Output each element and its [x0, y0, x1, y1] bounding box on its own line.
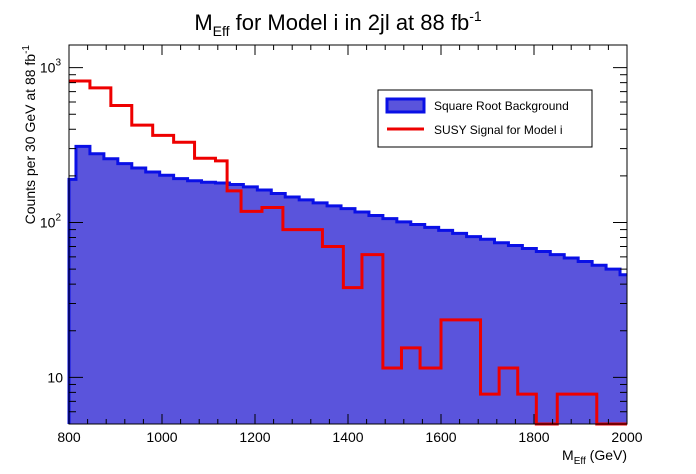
legend-label-background: Square Root Background [434, 99, 569, 113]
xlabel-sub: Eff [574, 456, 586, 467]
ylabel-text: Counts per 30 GeV at 88 fb [22, 54, 38, 225]
plot-area [67, 79, 627, 426]
svg-text:MEff (GeV): MEff (GeV) [562, 447, 627, 467]
chart-title: MEff for Model i in 2jl at 88 fb-1 [194, 8, 482, 39]
ylabel-sup: -1 [21, 45, 32, 54]
y-tick-label: 103 [40, 58, 62, 76]
title-sub: Eff [213, 23, 230, 39]
title-main: M [194, 10, 212, 35]
title-mid: for Model i in 2jl at 88 fb [230, 10, 470, 35]
y-axis-title: Counts per 30 GeV at 88 fb-1 [21, 45, 38, 225]
legend-label-signal: SUSY Signal for Model i [434, 123, 563, 137]
x-axis-title: MEff (GeV) [562, 447, 627, 467]
title-sup: -1 [469, 8, 482, 24]
x-tick-label: 1200 [239, 429, 270, 445]
y-tick-label-exponent: 3 [55, 58, 61, 69]
x-tick-label: 2000 [611, 429, 642, 445]
x-tick-label: 1600 [425, 429, 456, 445]
x-tick-label: 1800 [518, 429, 549, 445]
legend-swatch-background [385, 97, 426, 114]
y-tick-label-base: 10 [40, 60, 56, 76]
signal-histogram-line [69, 79, 627, 426]
xlabel-main: M [562, 447, 574, 463]
x-tick-label: 1000 [146, 429, 177, 445]
y-tick-label-exponent: 2 [55, 213, 61, 224]
y-tick-label: 102 [40, 213, 62, 231]
x-tick-label: 800 [57, 429, 81, 445]
y-tick-label-base: 10 [40, 215, 56, 231]
legend: Square Root Background SUSY Signal for Mo… [377, 89, 593, 148]
svg-text:MEff for Model i in 2jl at 88: MEff for Model i in 2jl at 88 fb-1 [194, 8, 482, 39]
xlabel-rest: (GeV) [586, 447, 627, 463]
y-tick-label: 10 [47, 369, 63, 385]
svg-text:Counts per 30 GeV at 88 fb-1: Counts per 30 GeV at 88 fb-1 [21, 45, 38, 225]
x-tick-label: 1400 [332, 429, 363, 445]
background-histogram-fill [69, 146, 627, 424]
y-tick-label-base: 10 [47, 369, 63, 385]
background-histogram-outline [67, 144, 627, 424]
